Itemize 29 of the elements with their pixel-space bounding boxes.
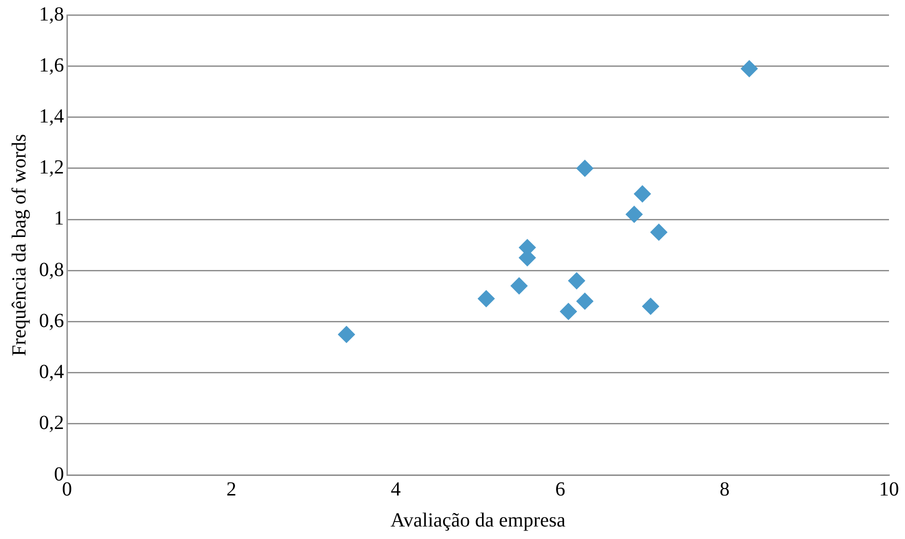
point [510,277,528,294]
y-tick-label: 1,2 [39,156,64,179]
y-tick-label: 1,8 [39,3,64,26]
point [642,298,660,315]
y-tick-label: 1,4 [39,105,64,128]
point [634,185,651,202]
x-tick-label: 8 [720,478,730,500]
point [626,206,643,223]
point [568,272,586,290]
y-tick-label: 1 [54,208,64,230]
y-tick-label: 0 [54,463,64,486]
x-axis-title: Avaliação da empresa [390,509,566,532]
point [576,160,594,177]
point [576,292,594,310]
y-tick-label: 0,2 [39,412,64,434]
x-tick-label: 10 [879,478,899,500]
point [560,302,577,320]
y-tick-label: 0,4 [39,361,64,384]
point [740,60,758,78]
point [478,290,495,308]
point [338,326,355,343]
y-tick-label: 0,6 [39,310,64,332]
point [650,224,668,241]
y-axis-title: Frequência da bag of words [8,134,30,356]
y-tick-label: 0,8 [39,258,64,281]
y-tick-label: 1,6 [39,54,64,76]
x-tick-label: 4 [390,478,401,500]
x-tick-label: 6 [555,478,566,500]
x-tick-label: 2 [226,478,236,500]
